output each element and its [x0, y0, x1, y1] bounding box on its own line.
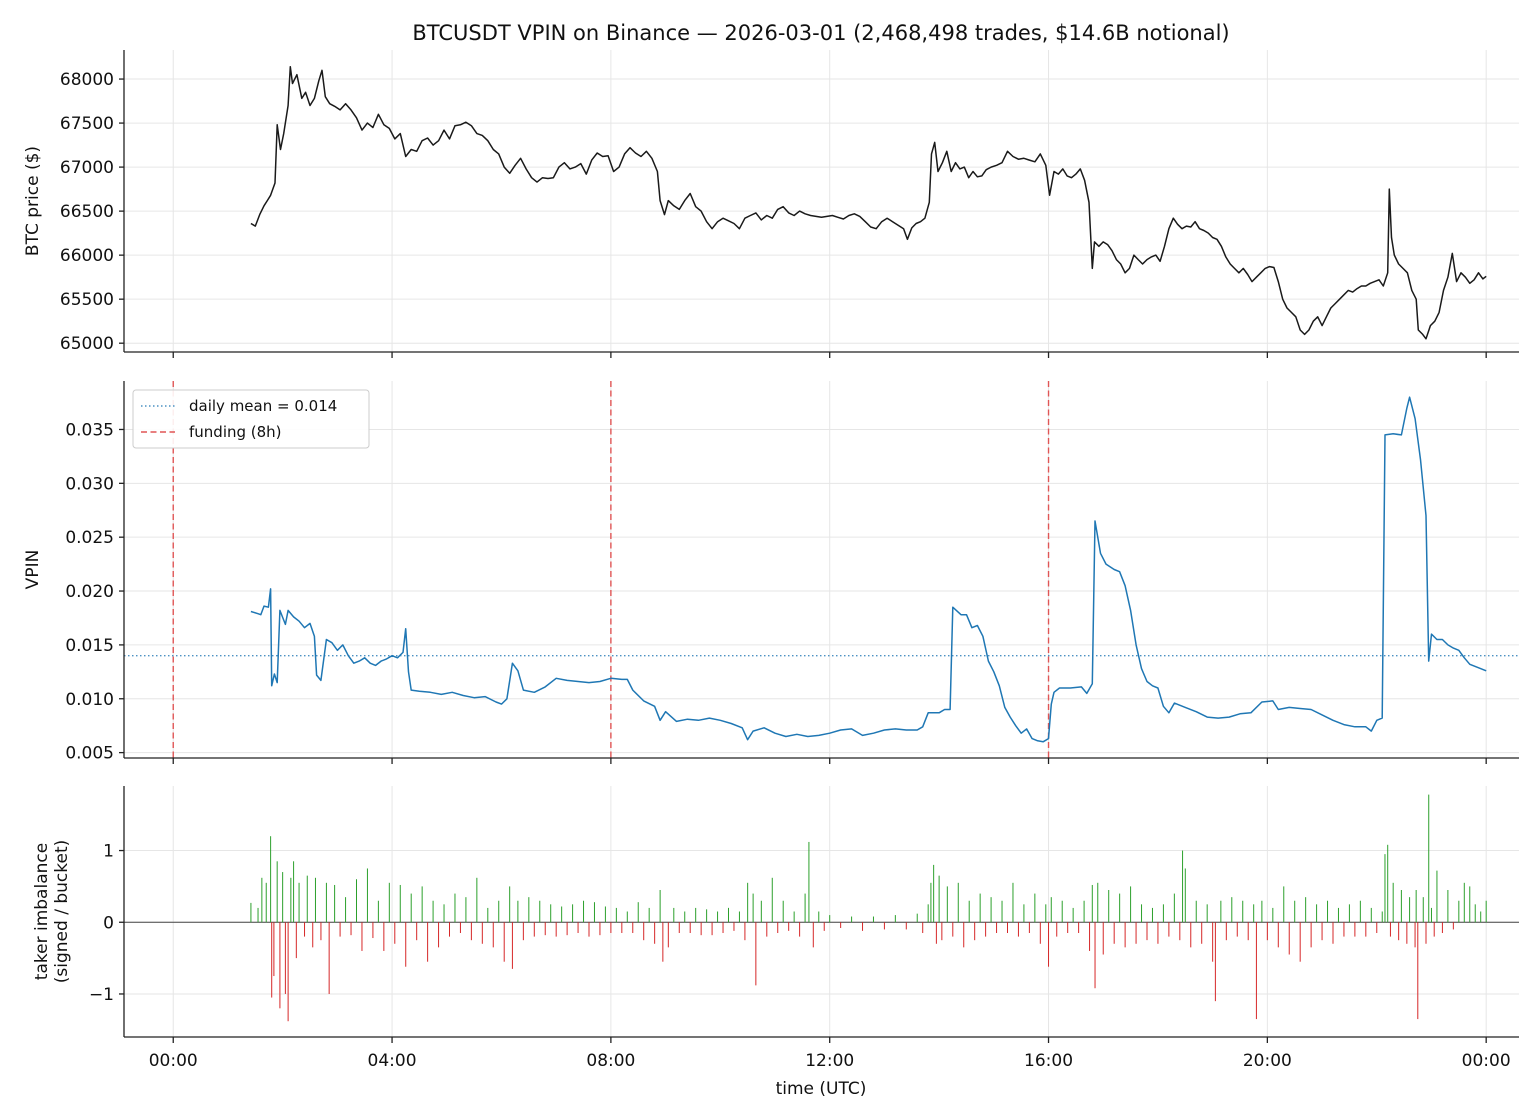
- y-tick-label: 0.035: [65, 420, 114, 440]
- y-axis-label: VPIN: [23, 550, 43, 590]
- vpin-panel: 0.005 0.010 0.015 0.020 0.025 0.030 0.035 VPIN d…: [23, 381, 1519, 764]
- legend-frame: [132, 389, 370, 449]
- y-tick-label: 66000: [60, 246, 114, 266]
- y-tick-label: 66500: [60, 202, 114, 222]
- price-series-line: [250, 65, 1487, 340]
- price-panel: 65000 65500 66000 66500 67000 67500 68000 BTC p…: [23, 50, 1519, 358]
- y-tick-label: 65000: [60, 334, 114, 354]
- legend: daily mean = 0.014 funding (8h): [132, 389, 370, 449]
- y-tick-label: 67000: [60, 158, 114, 178]
- y-tick-label: 68000: [60, 70, 114, 90]
- y-tick-label: 0.015: [65, 636, 114, 656]
- x-tick-label: 00:00: [149, 1051, 198, 1071]
- y-tick-label: 67500: [60, 114, 114, 134]
- y-axis-label: BTC price ($): [23, 146, 43, 256]
- x-axis-label: time (UTC): [776, 1079, 867, 1099]
- x-tick-label: 12:00: [805, 1051, 854, 1071]
- vpin-series-line: [250, 396, 1487, 743]
- y-tick-label: 0.020: [65, 582, 114, 602]
- y-tick-label: 65500: [60, 290, 114, 310]
- y-tick-label: 0.010: [65, 690, 114, 710]
- legend-label: daily mean = 0.014: [189, 397, 337, 415]
- chart-title: BTCUSDT VPIN on Binance — 2026-03-01 (2,…: [412, 21, 1229, 45]
- x-tick-label: 00:00: [1462, 1051, 1511, 1071]
- y-tick-label: 1: [103, 842, 114, 862]
- y-tick-label: −1: [89, 985, 114, 1005]
- x-tick-label: 04:00: [368, 1051, 417, 1071]
- y-axis-label: (signed / bucket): [52, 840, 72, 983]
- y-tick-label: 0: [103, 913, 114, 933]
- x-tick-label: 20:00: [1243, 1051, 1292, 1071]
- y-tick-label: 0.005: [65, 744, 114, 764]
- y-tick-label: 0.025: [65, 528, 114, 548]
- legend-label: funding (8h): [189, 423, 282, 441]
- imbalance-panel: −1 0 1 00:00 04:00 08:00 12:00 16:00 20:00 00:00 t…: [32, 786, 1519, 1071]
- y-tick-label: 0.030: [65, 474, 114, 494]
- x-tick-label: 16:00: [1024, 1051, 1073, 1071]
- y-axis-label: taker imbalance: [32, 843, 52, 980]
- x-tick-label: 08:00: [586, 1051, 635, 1071]
